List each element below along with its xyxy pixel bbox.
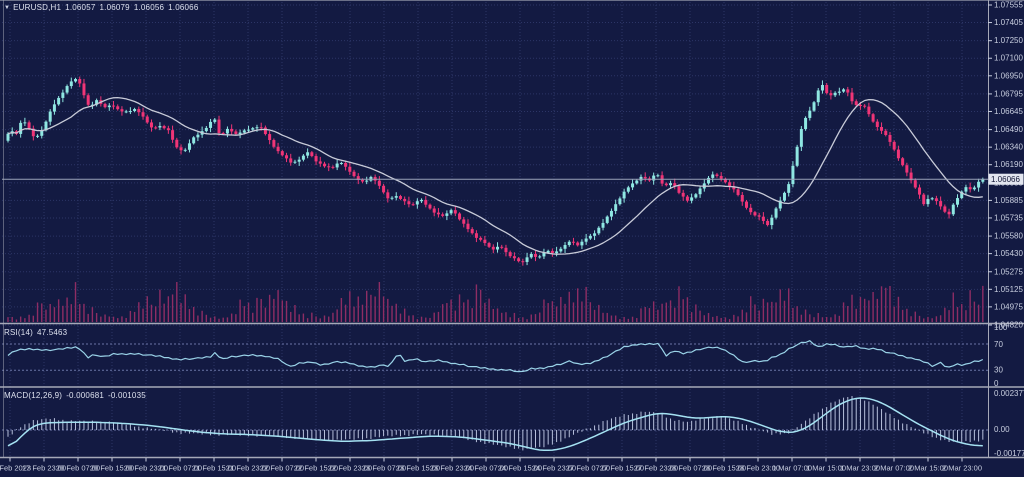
- time-tick-label: 1 Mar 15:00: [806, 464, 846, 473]
- time-tick-label: 20 Feb 23:00: [124, 464, 168, 473]
- macd-main-value: -0.000681: [66, 391, 105, 400]
- volume-layer: [7, 282, 984, 322]
- time-tick-label: 23 Feb 07:00: [362, 464, 406, 473]
- candlestick-layer: [6, 76, 985, 266]
- macd-scale-label: -0.001779: [994, 449, 1024, 458]
- time-tick-label: 1 Mar 23:00: [840, 464, 880, 473]
- macd-scale-label: 0.00: [994, 425, 1010, 434]
- macd-scale: 0.002377 0.00 -0.001779: [994, 389, 1024, 458]
- low-value: 1.06056: [133, 3, 165, 12]
- price-tick-label: 1.07405: [994, 18, 1023, 27]
- quote-toggle-icon[interactable]: ▼: [4, 5, 11, 11]
- time-tick-label: 1 Mar 07:00: [772, 464, 812, 473]
- price-tick-label: 1.04820: [994, 321, 1023, 330]
- price-tick-label: 1.04975: [994, 302, 1023, 311]
- rsi-scale-label: 0: [994, 379, 999, 388]
- time-tick-label: 21 Feb 07:00: [158, 464, 202, 473]
- ma-line: [7, 96, 983, 255]
- time-tick-label: 22 Feb 15:00: [294, 464, 338, 473]
- price-tick-label: 1.06190: [994, 160, 1023, 169]
- time-tick-label: 2 Mar 23:00: [942, 464, 982, 473]
- time-tick-label: 28 Feb 15:00: [702, 464, 746, 473]
- close-value: 1.06066: [168, 3, 199, 12]
- ohlc-readout[interactable]: ▼ EURUSD,H1 1.06057 1.06079 1.06056 1.06066: [4, 3, 198, 13]
- time-tick-label: 22 Feb 07:00: [260, 464, 304, 473]
- price-tick-label: 1.07100: [994, 54, 1023, 63]
- time-tick-label: 23 Feb 15:00: [396, 464, 440, 473]
- rsi-scale-label: 30: [994, 366, 1003, 375]
- rsi-value: 47.5463: [36, 328, 68, 337]
- rsi-scale-label: 70: [994, 340, 1003, 349]
- time-tick-label: 17 Feb 23:00: [22, 464, 66, 473]
- price-tick-label: 1.07250: [994, 36, 1023, 45]
- price-tick-label: 1.05275: [994, 267, 1023, 276]
- rsi-line: [7, 340, 984, 373]
- rsi-scale-label: 100: [994, 323, 1008, 332]
- open-value: 1.06057: [65, 3, 96, 12]
- macd-scale-label: 0.002377: [994, 389, 1024, 398]
- time-tick-label: 24 Feb 23:00: [532, 464, 576, 473]
- price-tick-label: 1.05430: [994, 249, 1023, 258]
- grid-layer: [2, 2, 988, 457]
- price-tick-label: 1.06490: [994, 125, 1023, 134]
- time-tick-label: 2 Mar 15:00: [908, 464, 948, 473]
- time-tick-label: 28 Feb 07:00: [668, 464, 712, 473]
- time-tick-label: 21 Feb 23:00: [226, 464, 270, 473]
- price-tick-label: 1.07555: [994, 1, 1023, 10]
- time-tick-label: 21 Feb 15:00: [192, 464, 236, 473]
- current-price-tag: 1.06066: [988, 173, 1024, 185]
- current-price-value: 1.06066: [991, 175, 1020, 184]
- price-tick-label: 1.06795: [994, 89, 1023, 98]
- macd-indicator-label[interactable]: MACD(12,26,9) -0.000681 -0.001035: [4, 391, 146, 401]
- time-tick-label: 27 Feb 23:00: [634, 464, 678, 473]
- price-tick-label: 1.05125: [994, 285, 1023, 294]
- time-tick-label: 27 Feb 15:00: [600, 464, 644, 473]
- time-tick-label: 28 Feb 23:00: [736, 464, 780, 473]
- time-tick-label: 23 Feb 23:00: [430, 464, 474, 473]
- price-tick-label: 1.05580: [994, 232, 1023, 241]
- time-tick-label: 22 Feb 23:00: [328, 464, 372, 473]
- price-tick-label: 1.05735: [994, 213, 1023, 222]
- rsi-scale: 100 70 30 0: [994, 323, 1008, 388]
- time-tick-label: 20 Feb 07:00: [56, 464, 100, 473]
- price-tick-label: 1.06340: [994, 143, 1023, 152]
- symbol-timeframe: EURUSD,H1: [13, 3, 62, 12]
- time-tick-label: 24 Feb 15:00: [498, 464, 542, 473]
- price-tick-label: 1.06645: [994, 107, 1023, 116]
- price-tick-label: 1.05885: [994, 196, 1023, 205]
- high-value: 1.06079: [99, 3, 130, 12]
- rsi-name: RSI(14): [4, 328, 33, 337]
- time-tick-label: 24 Feb 07:00: [464, 464, 508, 473]
- rsi-indicator-label[interactable]: RSI(14) 47.5463: [4, 328, 67, 338]
- macd-signal-value: -0.001035: [108, 391, 146, 400]
- time-tick-label: 27 Feb 07:00: [566, 464, 610, 473]
- time-tick-label: 2 Mar 07:00: [874, 464, 914, 473]
- panel-separators: [0, 0, 1024, 459]
- time-tick-label: 20 Feb 15:00: [90, 464, 134, 473]
- macd-name: MACD(12,26,9): [4, 391, 63, 400]
- macd-signal-line: [7, 397, 983, 452]
- time-tick-label: 17 Feb 2023: [0, 464, 31, 473]
- price-tick-label: 1.06950: [994, 71, 1023, 80]
